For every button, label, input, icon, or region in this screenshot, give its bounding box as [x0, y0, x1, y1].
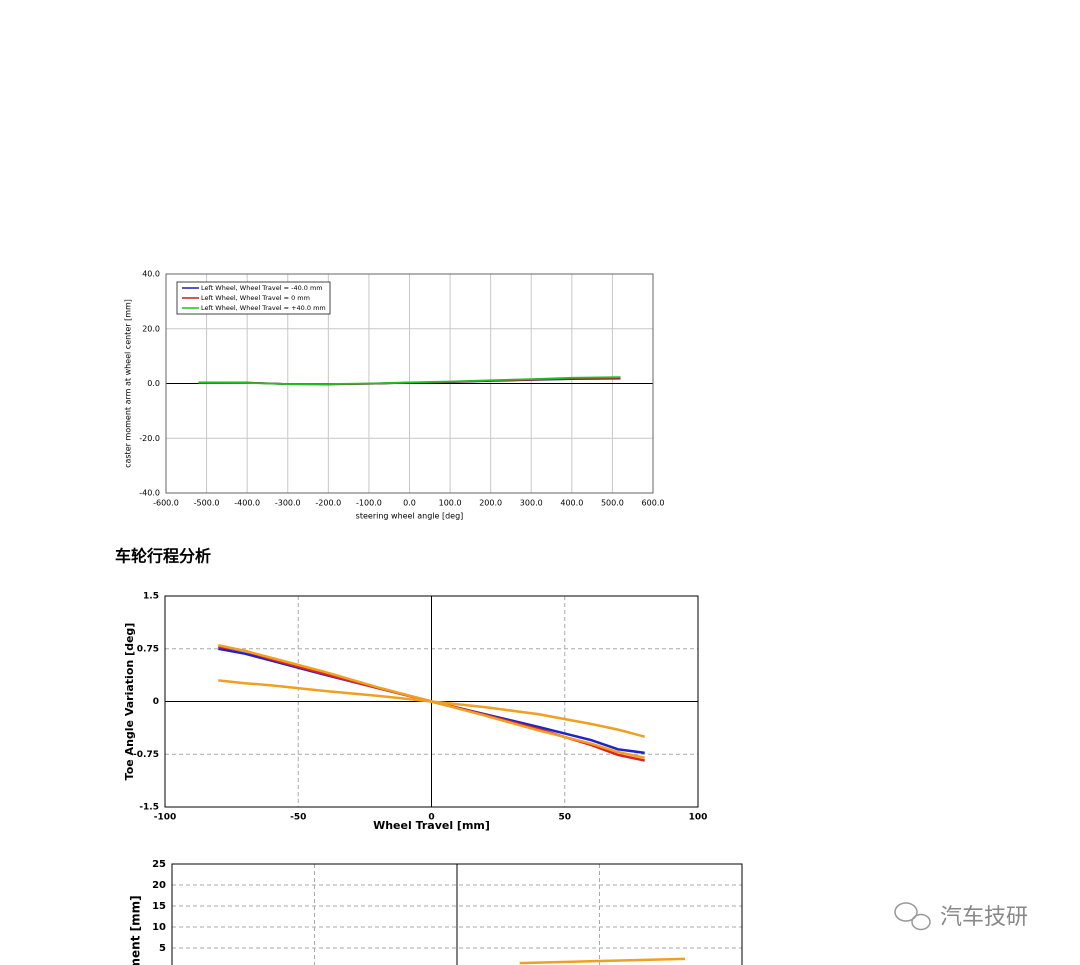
plot-frame [171, 863, 743, 965]
y-axis-label: Toe Angle Variation [deg] [123, 623, 136, 781]
x-tick-label: -200.0 [315, 499, 341, 508]
y-tick-label: 25 [152, 859, 166, 870]
x-tick-label: 0.0 [403, 499, 416, 508]
y-axis-label: ement [mm] [129, 895, 143, 965]
x-tick-label: -100.0 [356, 499, 382, 508]
y-tick-label: -40.0 [139, 489, 160, 498]
x-tick-label: 50 [558, 813, 571, 823]
plot-frame [164, 595, 699, 808]
series-line [519, 957, 686, 965]
x-tick-label: 500.0 [601, 499, 624, 508]
plot-frame [165, 273, 654, 494]
legend-label: Left Wheel, Wheel Travel = -40.0 mm [201, 284, 323, 292]
y-tick-label: 0.75 [137, 644, 159, 654]
x-tick-label: 300.0 [520, 499, 543, 508]
y-tick-label: 20.0 [142, 324, 160, 333]
x-tick-label: -100 [154, 813, 177, 823]
x-tick-label: 200.0 [479, 499, 502, 508]
watermark: 汽车技研 [940, 905, 1028, 930]
series-line [218, 679, 646, 738]
legend-label: Left Wheel, Wheel Travel = 0 mm [201, 294, 310, 302]
section-heading: 车轮行程分析 [115, 547, 211, 566]
y-tick-label: 1.5 [143, 592, 159, 602]
legend-box [176, 281, 331, 315]
series-line [198, 376, 621, 385]
y-axis-label: caster moment arm at wheel center [mm] [124, 299, 133, 468]
x-tick-label: 100 [689, 813, 708, 823]
y-tick-label: 20 [152, 880, 166, 891]
x-tick-label: -400.0 [234, 499, 260, 508]
y-tick-label: -1.5 [139, 803, 159, 813]
x-tick-label: -50 [290, 813, 306, 823]
y-tick-label: 5 [159, 943, 166, 954]
x-tick-label: -600.0 [153, 499, 179, 508]
x-tick-label: -300.0 [275, 499, 301, 508]
x-tick-label: 0 [428, 813, 434, 823]
watermark-icon [894, 902, 931, 931]
x-tick-label: 100.0 [439, 499, 462, 508]
x-axis-label: steering wheel angle [deg] [356, 512, 464, 521]
y-tick-label: -20.0 [139, 434, 160, 443]
x-axis-label: Wheel Travel [mm] [373, 819, 490, 832]
x-tick-label: 600.0 [642, 499, 665, 508]
legend-label: Left Wheel, Wheel Travel = +40.0 mm [201, 304, 326, 312]
y-tick-label: 0.0 [147, 379, 160, 388]
y-tick-label: 15 [152, 901, 166, 912]
x-tick-label: 400.0 [560, 499, 583, 508]
y-tick-label: 10 [152, 922, 166, 933]
y-tick-label: 40.0 [142, 270, 160, 279]
y-tick-label: 0 [153, 697, 159, 707]
y-tick-label: -0.75 [133, 750, 159, 760]
x-tick-label: -500.0 [194, 499, 220, 508]
